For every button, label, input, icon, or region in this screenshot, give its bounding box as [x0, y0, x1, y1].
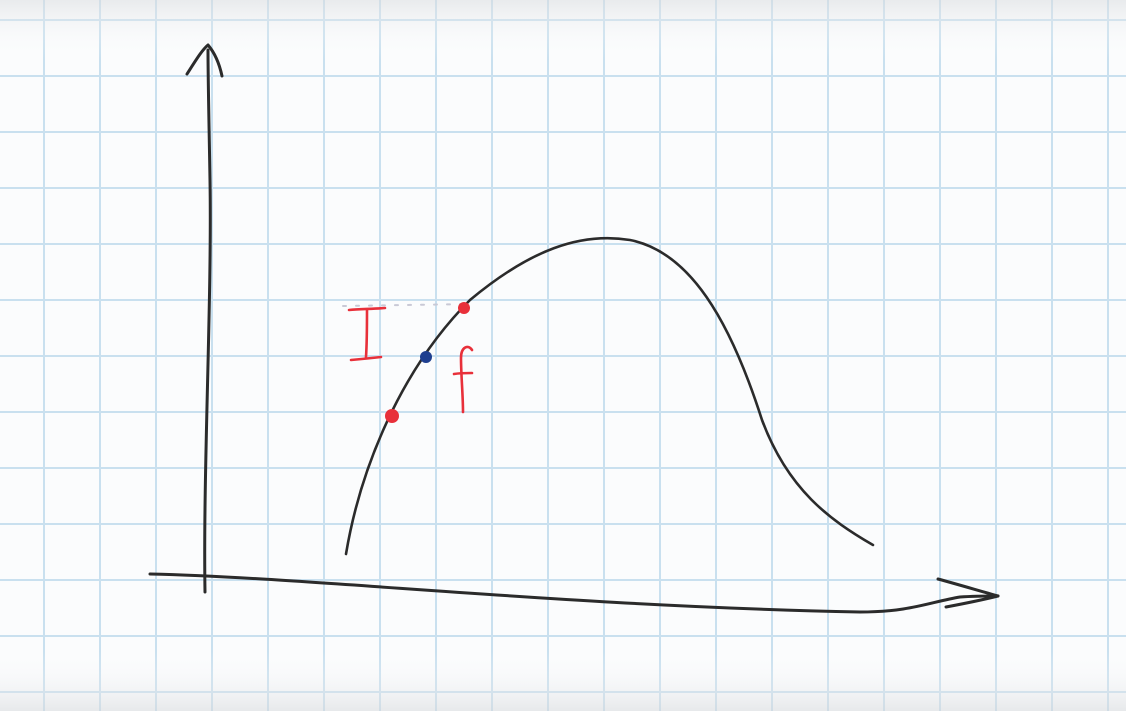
red-point-lower: [385, 409, 399, 423]
final-label-glyph: [452, 345, 474, 414]
x-axis: [148, 572, 1000, 614]
blue-point-middle: [420, 351, 432, 363]
y-axis: [203, 48, 212, 594]
bottom-shade: [0, 651, 1126, 711]
top-shade: [0, 0, 1126, 60]
y-axis-arrowhead: [185, 43, 224, 78]
dotted-guide-line: [342, 303, 471, 307]
final-label: f: [454, 350, 478, 413]
curve: [344, 236, 875, 556]
initial-label: I: [358, 306, 377, 362]
red-point-upper: [458, 302, 470, 314]
x-axis-arrowhead: [936, 577, 1000, 609]
initial-label-glyph: [347, 306, 387, 362]
